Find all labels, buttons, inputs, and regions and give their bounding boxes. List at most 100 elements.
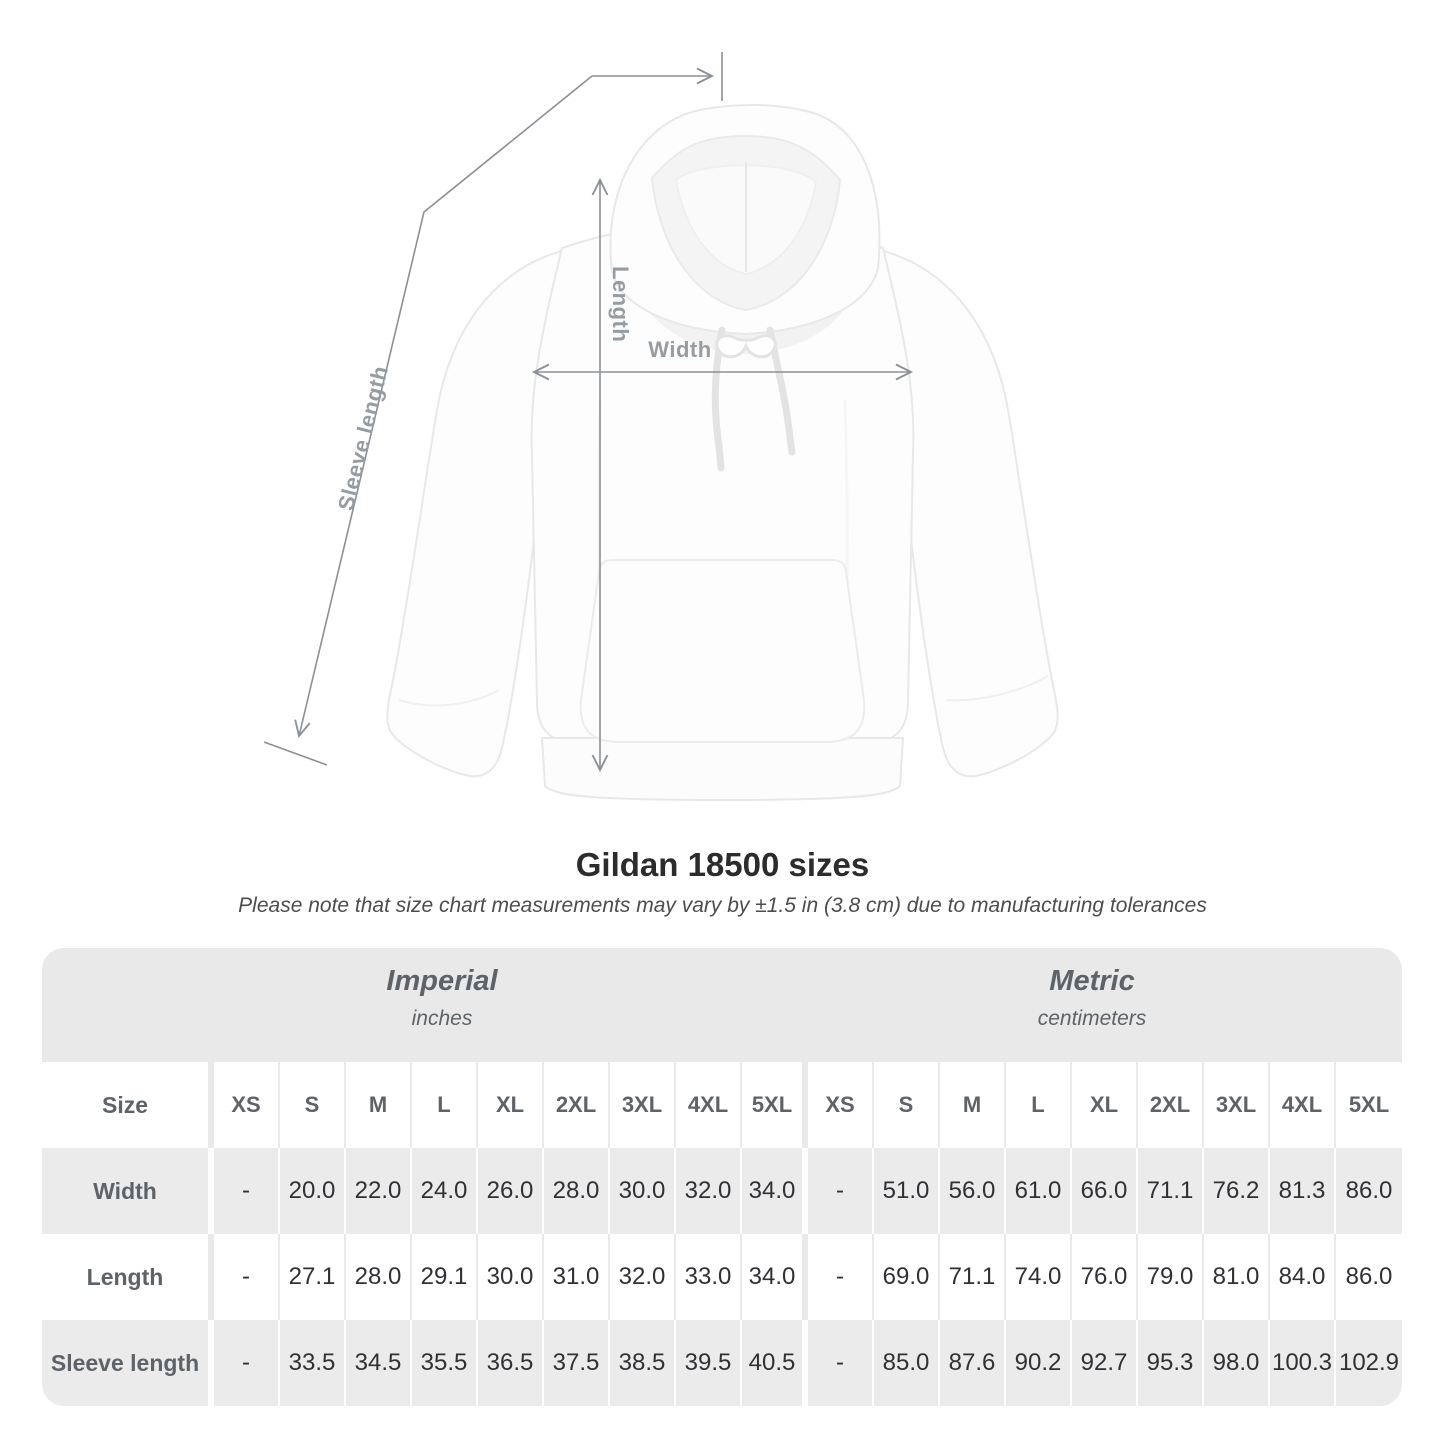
value-cell: 22.0 — [346, 1148, 412, 1234]
value-cell: 34.0 — [742, 1234, 808, 1320]
length-row: Length -27.1 28.0 29.1 30.0 31.0 32.0 33.0 34.0-… — [42, 1234, 1402, 1320]
value-cell: 28.0 — [346, 1234, 412, 1320]
size-header-cell: 3XL — [1204, 1062, 1270, 1148]
value-cell: 40.5 — [742, 1320, 808, 1406]
hoodie-image — [386, 103, 1059, 802]
size-header-cell: S — [874, 1062, 940, 1148]
size-header-cell: L — [1006, 1062, 1072, 1148]
value-cell: 102.9 — [1338, 1349, 1400, 1376]
size-header-cell: M — [346, 1062, 412, 1148]
size-header-cell: XL — [478, 1062, 544, 1148]
value-cell: 38.5 — [610, 1320, 676, 1406]
imperial-group-title: Imperial — [386, 965, 498, 997]
value-cell: 37.5 — [544, 1320, 610, 1406]
value-cell: 71.1 — [1138, 1148, 1204, 1234]
size-table: Imperial inches Metric centimeters Size X… — [42, 948, 1402, 1406]
value-cell: 76.0 — [1072, 1234, 1138, 1320]
imperial-group-header: Imperial inches — [292, 965, 592, 1031]
size-header-cell: M — [940, 1062, 1006, 1148]
value-cell: 30.0 — [610, 1148, 676, 1234]
value-cell: 30.0 — [478, 1234, 544, 1320]
row-label: Width — [42, 1148, 214, 1234]
row-label: Sleeve length — [42, 1320, 214, 1406]
value-cell: 24.0 — [412, 1148, 478, 1234]
size-header-cell: 4XL — [1270, 1062, 1336, 1148]
size-header-cell: 4XL — [676, 1062, 742, 1148]
value-cell: - — [808, 1234, 874, 1320]
value-cell: 85.0 — [874, 1320, 940, 1406]
tolerance-note: Please note that size chart measurements… — [238, 894, 1207, 917]
value-cell: 66.0 — [1072, 1148, 1138, 1234]
drawcord-bow — [715, 334, 777, 359]
size-header-cell: XS — [214, 1062, 280, 1148]
value-cell: 86.0 — [1345, 1177, 1393, 1204]
value-cell: 79.0 — [1138, 1234, 1204, 1320]
value-cell: 32.0 — [676, 1148, 742, 1234]
sleeve-bottom-tick — [263, 741, 328, 766]
value-cell: 71.1 — [940, 1234, 1006, 1320]
value-cell: 87.6 — [940, 1320, 1006, 1406]
measurement-arrows — [263, 52, 914, 773]
size-header-cell: S — [280, 1062, 346, 1148]
hem-band — [540, 737, 905, 802]
value-cell: 81.0 — [1204, 1234, 1270, 1320]
row-label: Length — [42, 1234, 214, 1320]
size-column-header: Size — [42, 1062, 214, 1148]
value-cell: 33.5 — [280, 1320, 346, 1406]
width-row: Width -20.0 22.0 24.0 26.0 28.0 30.0 32.0 34.0-5… — [42, 1148, 1402, 1234]
value-cell: 27.1 — [280, 1234, 346, 1320]
value-cell: - — [808, 1148, 874, 1234]
unit-group-header-row: Imperial inches Metric centimeters — [42, 948, 1402, 1062]
value-cell: 36.5 — [478, 1320, 544, 1406]
value-cell: 92.7 — [1072, 1320, 1138, 1406]
value-cell: 74.0 — [1006, 1234, 1072, 1320]
kangaroo-pocket — [579, 559, 866, 743]
width-measure-label: Width — [648, 337, 712, 362]
value-cell: 84.0 — [1270, 1234, 1336, 1320]
value-cell: 33.0 — [676, 1234, 742, 1320]
sleeve-length-row: Sleeve length -33.5 34.5 35.5 36.5 37.5 38.5 39… — [42, 1320, 1402, 1406]
value-cell: 56.0 — [940, 1148, 1006, 1234]
value-cell: 100.3 — [1270, 1320, 1336, 1406]
metric-group-unit: centimeters — [1037, 1007, 1147, 1030]
value-cell: 28.0 — [544, 1148, 610, 1234]
value-cell: 90.2 — [1006, 1320, 1072, 1406]
hoodie-measurement-diagram — [263, 52, 1059, 802]
value-cell: 34.5 — [346, 1320, 412, 1406]
size-header-cell: XL — [1072, 1062, 1138, 1148]
size-header-cell: 5XL — [1348, 1092, 1390, 1117]
value-cell: 81.3 — [1270, 1148, 1336, 1234]
value-cell: 34.0 — [742, 1148, 808, 1234]
size-header-cell: 2XL — [544, 1062, 610, 1148]
value-cell: 39.5 — [676, 1320, 742, 1406]
value-cell: - — [214, 1320, 280, 1406]
size-header-cell: 2XL — [1138, 1062, 1204, 1148]
size-header-cell: 3XL — [610, 1062, 676, 1148]
length-measure-label: Length — [608, 266, 633, 343]
value-cell: 98.0 — [1204, 1320, 1270, 1406]
size-header-cell: 5XL — [742, 1062, 808, 1148]
value-cell: 61.0 — [1006, 1148, 1072, 1234]
value-cell: 86.0 — [1345, 1263, 1393, 1290]
value-cell: 35.5 — [412, 1320, 478, 1406]
value-cell: 32.0 — [610, 1234, 676, 1320]
sleeve-length-line — [294, 75, 593, 739]
metric-group-header: Metric centimeters — [942, 965, 1242, 1031]
size-header-cell: L — [412, 1062, 478, 1148]
metric-group-title: Metric — [1049, 965, 1135, 997]
value-cell: 69.0 — [874, 1234, 940, 1320]
value-cell: 20.0 — [280, 1148, 346, 1234]
value-cell: - — [808, 1320, 874, 1406]
size-header-row: Size XS S M L XL 2XL 3XL 4XL 5XL XS S M L XL 2XL 3XL 4XL 5… — [42, 1062, 1402, 1148]
value-cell: 31.0 — [544, 1234, 610, 1320]
value-cell: 29.1 — [412, 1234, 478, 1320]
value-cell: 51.0 — [874, 1148, 940, 1234]
value-cell: - — [214, 1234, 280, 1320]
page-title: Gildan 18500 sizes — [575, 846, 870, 883]
value-cell: - — [214, 1148, 280, 1234]
imperial-group-unit: inches — [411, 1007, 473, 1030]
size-header-cell: XS — [808, 1062, 874, 1148]
value-cell: 95.3 — [1138, 1320, 1204, 1406]
value-cell: 76.2 — [1204, 1148, 1270, 1234]
